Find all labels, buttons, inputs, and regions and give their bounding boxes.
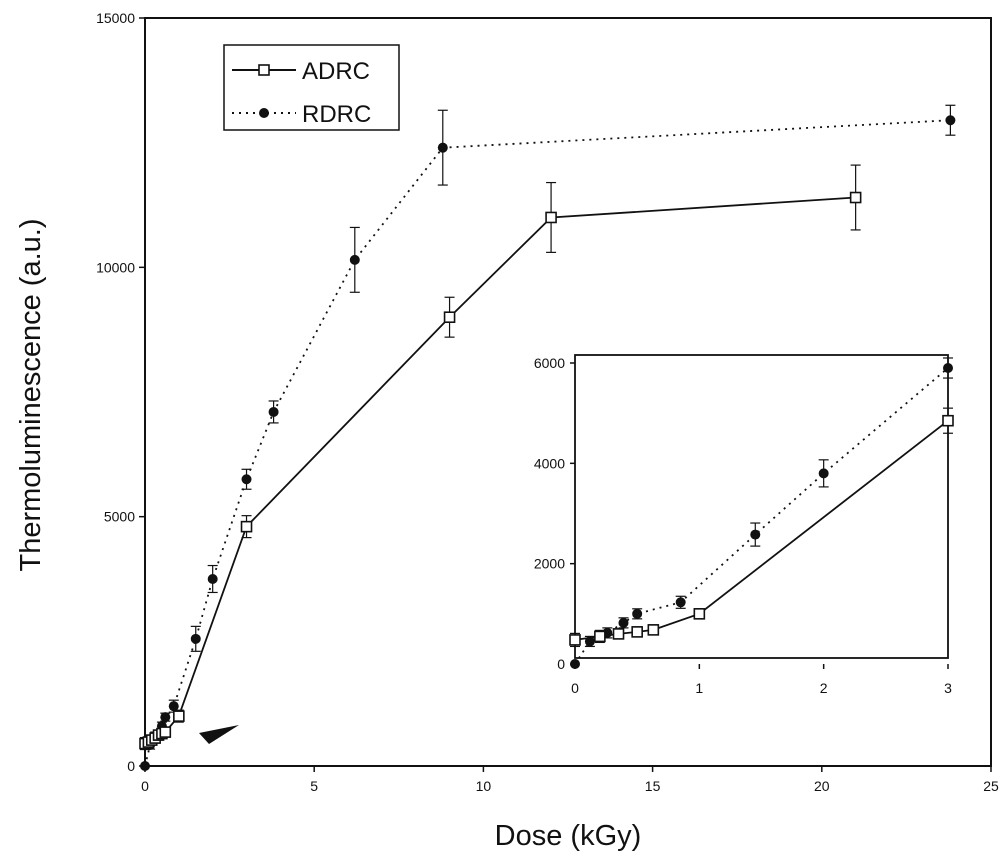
- main-y-tick-label: 0: [127, 758, 135, 774]
- inset-y-tick-label: 6000: [534, 355, 565, 371]
- x-axis-title: Dose (kGy): [495, 820, 642, 852]
- legend-entry-adrc: ADRC: [232, 58, 370, 85]
- main-x-tick-label: 25: [983, 778, 999, 794]
- main-rdrc-point: [207, 574, 218, 584]
- inset-rdrc-point: [570, 659, 580, 669]
- main-x-tick-label: 15: [645, 778, 661, 794]
- legend-rdrc-marker: [259, 108, 269, 118]
- inset-adrc-point: [612, 628, 625, 640]
- arrowhead-pointer: [199, 725, 239, 744]
- main-rdrc-point: [140, 761, 150, 771]
- legend-rdrc-label: RDRC: [302, 101, 371, 128]
- main-x-tick-label: 0: [141, 778, 149, 794]
- legend-adrc-label: ADRC: [302, 58, 370, 85]
- main-adrc-point: [173, 710, 185, 722]
- inset-adrc-point: [942, 414, 954, 427]
- inset-series-adrc: [569, 407, 954, 648]
- main-rdrc-point: [241, 474, 252, 485]
- main-x-tick-label: 10: [476, 778, 492, 794]
- main-x-tick-label: 20: [814, 778, 830, 794]
- inset-rdrc-line: [574, 367, 949, 665]
- main-rdrc-point: [268, 406, 279, 417]
- inset-adrc-point: [693, 608, 706, 620]
- inset-frame: [574, 354, 949, 659]
- main-rdrc-point: [160, 712, 171, 723]
- main-plot-series: [139, 104, 956, 771]
- main-adrc-point: [159, 726, 172, 738]
- inset-rdrc-point: [675, 597, 686, 608]
- inset-y-tick-label: 0: [557, 656, 565, 672]
- inset-x-tick-label: 1: [695, 680, 703, 696]
- main-adrc-point: [240, 520, 253, 533]
- main-y-tick-label: 5000: [104, 509, 135, 525]
- main-rdrc-point: [945, 115, 956, 126]
- inset-rdrc-point: [632, 608, 643, 619]
- inset-rdrc-point: [618, 617, 629, 628]
- main-adrc-point: [849, 191, 862, 204]
- main-series-adrc: [139, 164, 862, 751]
- inset-rdrc-point: [750, 529, 761, 540]
- inset-adrc-point: [594, 630, 606, 643]
- y-axis-title: Thermoluminescence (a.u.): [15, 219, 47, 572]
- legend: ADRC RDRC: [223, 44, 400, 131]
- inset-plot: 0 1 2 3 0 2000 4000 6000: [534, 354, 954, 696]
- inset-adrc-point: [569, 634, 581, 646]
- inset-x-tick-label: 2: [820, 680, 828, 696]
- inset-rdrc-point: [943, 363, 953, 374]
- main-rdrc-point: [437, 142, 448, 153]
- legend-entry-rdrc: RDRC: [232, 101, 371, 128]
- main-adrc-point: [545, 211, 557, 224]
- inset-x-tick-label: 3: [944, 680, 952, 696]
- main-rdrc-point: [168, 701, 179, 712]
- main-adrc-point: [443, 311, 456, 324]
- inset-plot-series: [569, 357, 954, 669]
- main-rdrc-point: [190, 633, 201, 644]
- inset-y-tick-label: 2000: [534, 556, 565, 572]
- main-y-tick-label: 10000: [96, 259, 135, 275]
- inset-rdrc-point: [818, 468, 829, 479]
- inset-x-tick-label: 0: [571, 680, 579, 696]
- inset-y-tick-label: 4000: [534, 455, 565, 471]
- legend-adrc-marker: [258, 64, 270, 76]
- main-y-tick-label: 15000: [96, 10, 135, 26]
- inset-series-rdrc: [570, 357, 953, 669]
- legend-box: [223, 44, 400, 131]
- inset-axis-ticks: 0 1 2 3 0 2000 4000 6000: [534, 355, 952, 696]
- main-rdrc-point: [349, 254, 360, 265]
- plot-frame: [144, 17, 992, 767]
- inset-adrc-point: [647, 624, 660, 636]
- inset-adrc-point: [631, 626, 643, 638]
- main-x-tick-label: 5: [310, 778, 318, 794]
